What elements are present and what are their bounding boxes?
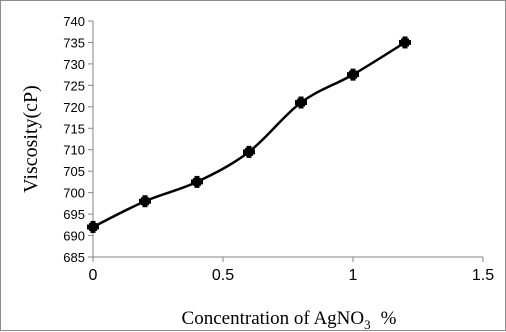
- data-point: [139, 195, 151, 208]
- y-tick-label: 715: [63, 121, 85, 136]
- x-axis-title-main: Concentration of AgNO: [182, 308, 365, 329]
- series-markers: [87, 36, 411, 233]
- data-point: [295, 96, 307, 109]
- y-axis-title: Viscosity(cP): [20, 85, 42, 193]
- y-tick-label: 685: [63, 250, 85, 265]
- x-axis-title-subscript: 3: [364, 317, 371, 332]
- y-tick-label: 700: [63, 186, 85, 201]
- y-tick-label: 730: [63, 57, 85, 72]
- x-tick-label: 0: [89, 267, 98, 284]
- x-tick-label: 1.5: [472, 267, 494, 284]
- y-tick-label: 710: [63, 143, 85, 158]
- y-tick-label: 705: [63, 164, 85, 179]
- x-axis-ticks: 0 0.5 1 1.5: [89, 257, 494, 284]
- y-tick-label: 725: [63, 78, 85, 93]
- y-tick-label: 695: [63, 207, 85, 222]
- y-axis-ticks: 685 690 695 700 705 710 715 720 725 730 735 740: [63, 14, 93, 265]
- data-point: [87, 220, 99, 233]
- data-point: [243, 145, 255, 158]
- data-point: [399, 36, 411, 49]
- x-tick-label: 0.5: [212, 267, 234, 284]
- data-point: [347, 68, 359, 81]
- y-tick-label: 740: [63, 14, 85, 29]
- x-axis-title: Concentration of AgNO3%: [182, 308, 397, 332]
- y-tick-label: 690: [63, 229, 85, 244]
- y-tick-label: 720: [63, 100, 85, 115]
- x-axis-title-unit: %: [381, 308, 397, 329]
- y-tick-label: 735: [63, 35, 85, 50]
- data-point: [191, 175, 203, 188]
- x-tick-label: 1: [349, 267, 358, 284]
